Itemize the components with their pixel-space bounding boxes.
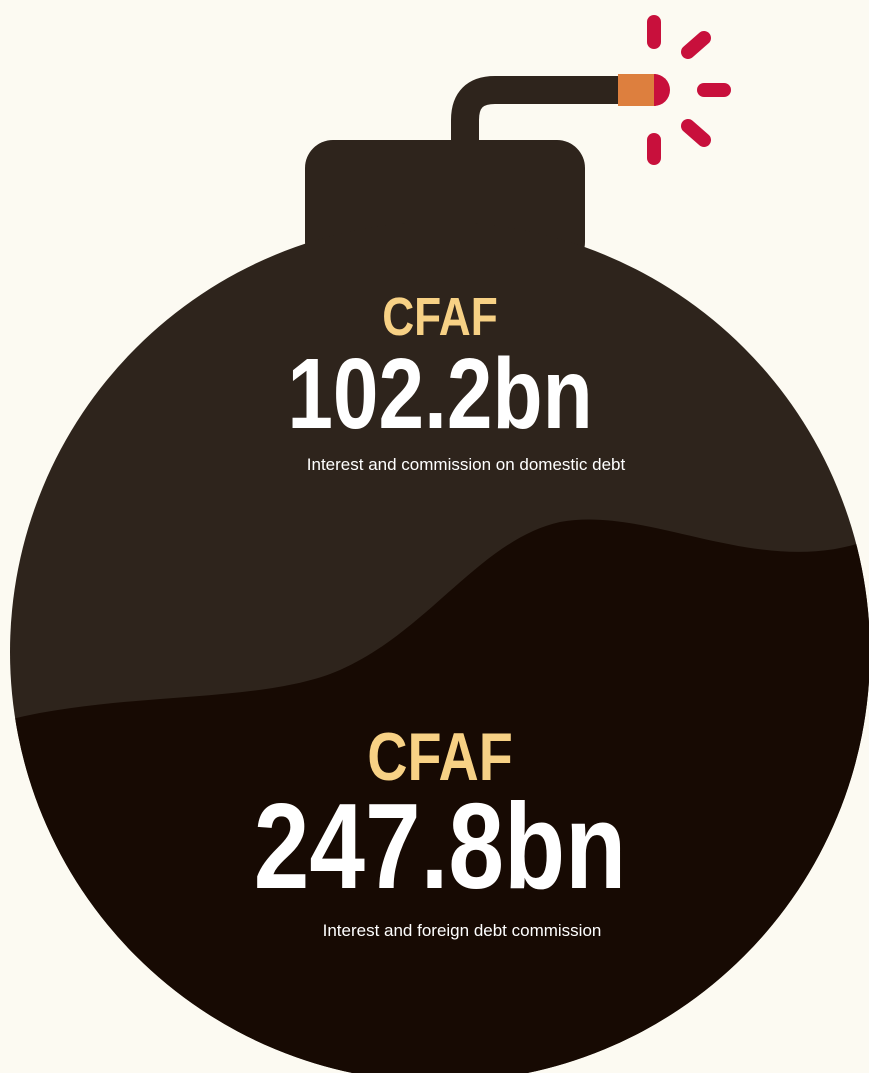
bottom-amount: 247.8bn: [254, 778, 627, 915]
bottom-caption: Interest and foreign debt commission: [323, 921, 602, 940]
fuse-cap: [618, 74, 656, 106]
top-currency: CFAF: [382, 287, 498, 347]
top-amount: 102.2bn: [287, 338, 592, 450]
sparks: [647, 15, 731, 165]
top-caption: Interest and commission on domestic debt: [307, 455, 626, 474]
fuse: [451, 76, 622, 180]
bottom-currency: CFAF: [367, 720, 513, 795]
bomb-lower: [10, 519, 869, 1073]
fuse-tip: [654, 74, 670, 106]
